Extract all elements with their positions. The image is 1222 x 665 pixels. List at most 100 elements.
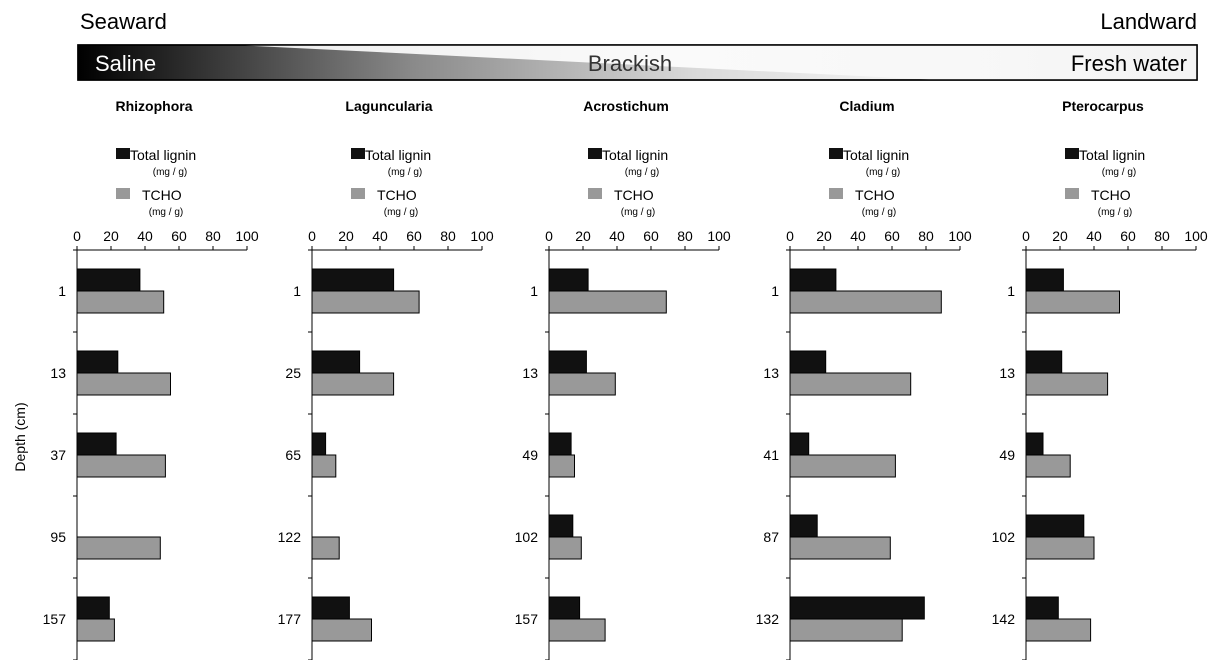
legend-swatch-lignin	[351, 148, 365, 159]
legend-label-tcho: TCHO	[377, 187, 417, 203]
x-tick-label: 0	[786, 228, 794, 244]
bar-tcho	[76, 290, 165, 314]
x-tick-label: 20	[338, 228, 354, 244]
chart-panel-pterocarpus: Pterocarpus Total lignin (mg / g) TCHO (mg /…	[992, 98, 1208, 661]
legend-label-lignin: Total lignin	[843, 147, 909, 163]
legend-swatch-tcho	[829, 188, 843, 199]
legend-unit-lignin: (mg / g)	[625, 167, 659, 178]
x-tick-label: 100	[707, 228, 731, 244]
bar-lignin	[789, 268, 837, 292]
x-tick-label: 20	[816, 228, 832, 244]
x-tick-label: 20	[575, 228, 591, 244]
legend-swatch-lignin	[116, 148, 130, 159]
bar-lignin	[548, 432, 572, 456]
depth-label: 102	[515, 529, 539, 545]
x-tick-label: 0	[545, 228, 553, 244]
bar-tcho	[1025, 290, 1120, 314]
legend-swatch-tcho	[1065, 188, 1079, 199]
x-tick-label: 80	[1154, 228, 1170, 244]
bar-tcho	[548, 454, 575, 478]
x-tick-label: 100	[470, 228, 494, 244]
chart-panel-acrostichum: Acrostichum Total lignin (mg / g) TCHO (mg /…	[515, 98, 731, 661]
x-tick-label: 20	[103, 228, 119, 244]
bar-lignin	[789, 514, 818, 538]
depth-label: 13	[50, 365, 66, 381]
depth-label: 13	[522, 365, 538, 381]
x-tick-label: 60	[171, 228, 187, 244]
legend-unit-lignin: (mg / g)	[1102, 167, 1136, 178]
bar-tcho	[548, 290, 667, 314]
x-tick-label: 0	[308, 228, 316, 244]
bar-lignin	[1025, 268, 1064, 292]
bar-lignin	[1025, 596, 1059, 620]
depth-label: 25	[285, 365, 301, 381]
bar-tcho	[548, 536, 582, 560]
bar-tcho	[76, 618, 115, 642]
x-tick-label: 80	[205, 228, 221, 244]
chart-panel-rhizophora: Rhizophora Total lignin (mg / g) TCHO (mg / …	[43, 98, 259, 661]
bar-tcho	[76, 454, 166, 478]
x-tick-label: 100	[235, 228, 259, 244]
seaward-label: Seaward	[80, 9, 167, 34]
depth-label: 177	[278, 611, 302, 627]
fresh-water-label: Fresh water	[1071, 51, 1187, 76]
depth-label: 87	[763, 529, 779, 545]
x-tick-label: 40	[850, 228, 866, 244]
depth-label: 157	[43, 611, 67, 627]
panel-title: Acrostichum	[583, 98, 669, 114]
salinity-gradient-bar: Saline Brackish Fresh water	[77, 44, 1198, 81]
depth-label: 132	[756, 611, 780, 627]
legend-unit-lignin: (mg / g)	[388, 167, 422, 178]
depth-label: 41	[763, 447, 779, 463]
bar-tcho	[76, 372, 171, 396]
legend-swatch-lignin	[588, 148, 602, 159]
brackish-label: Brackish	[588, 51, 672, 76]
depth-label: 65	[285, 447, 301, 463]
depth-label: 13	[999, 365, 1015, 381]
x-tick-label: 100	[1184, 228, 1208, 244]
bar-tcho	[789, 290, 942, 314]
bar-lignin	[311, 268, 395, 292]
panel-title: Laguncularia	[345, 98, 432, 114]
panel-title: Cladium	[839, 98, 894, 114]
bar-tcho	[789, 454, 896, 478]
depth-label: 122	[278, 529, 302, 545]
bar-tcho	[311, 536, 340, 560]
legend-label-tcho: TCHO	[614, 187, 654, 203]
x-tick-label: 40	[137, 228, 153, 244]
x-tick-label: 40	[372, 228, 388, 244]
bar-tcho	[548, 618, 606, 642]
bar-tcho	[76, 536, 161, 560]
x-tick-label: 80	[677, 228, 693, 244]
legend-unit-tcho: (mg / g)	[1098, 207, 1132, 218]
bar-tcho	[1025, 454, 1071, 478]
legend-label-tcho: TCHO	[855, 187, 895, 203]
legend-label-lignin: Total lignin	[602, 147, 668, 163]
depth-label: 142	[992, 611, 1016, 627]
x-tick-label: 60	[884, 228, 900, 244]
bar-lignin	[76, 350, 119, 374]
depth-label: 37	[50, 447, 66, 463]
bar-lignin	[76, 432, 117, 456]
depth-label: 157	[515, 611, 539, 627]
x-tick-label: 60	[643, 228, 659, 244]
landward-label: Landward	[1100, 9, 1197, 34]
panels: Rhizophora Total lignin (mg / g) TCHO (mg / …	[43, 98, 1208, 661]
bar-lignin	[1025, 432, 1044, 456]
x-tick-label: 80	[440, 228, 456, 244]
bar-lignin	[548, 596, 581, 620]
bar-lignin	[311, 432, 327, 456]
depth-label: 49	[999, 447, 1015, 463]
legend-swatch-tcho	[588, 188, 602, 199]
legend-swatch-tcho	[116, 188, 130, 199]
bar-tcho	[311, 372, 395, 396]
x-tick-label: 60	[1120, 228, 1136, 244]
depth-label: 1	[771, 283, 779, 299]
legend-unit-tcho: (mg / g)	[862, 207, 896, 218]
panel-title: Rhizophora	[116, 98, 193, 114]
bar-lignin	[76, 268, 141, 292]
bar-tcho	[789, 536, 891, 560]
bar-lignin	[789, 350, 827, 374]
bar-tcho	[1025, 536, 1095, 560]
bar-tcho	[789, 372, 912, 396]
